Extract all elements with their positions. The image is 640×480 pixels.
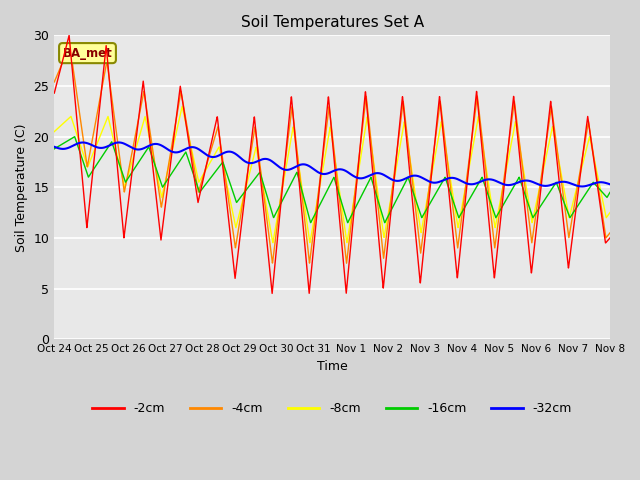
Legend: -2cm, -4cm, -8cm, -16cm, -32cm: -2cm, -4cm, -8cm, -16cm, -32cm <box>87 397 577 420</box>
Text: BA_met: BA_met <box>63 47 113 60</box>
X-axis label: Time: Time <box>317 360 348 373</box>
Title: Soil Temperatures Set A: Soil Temperatures Set A <box>241 15 424 30</box>
Y-axis label: Soil Temperature (C): Soil Temperature (C) <box>15 123 28 252</box>
